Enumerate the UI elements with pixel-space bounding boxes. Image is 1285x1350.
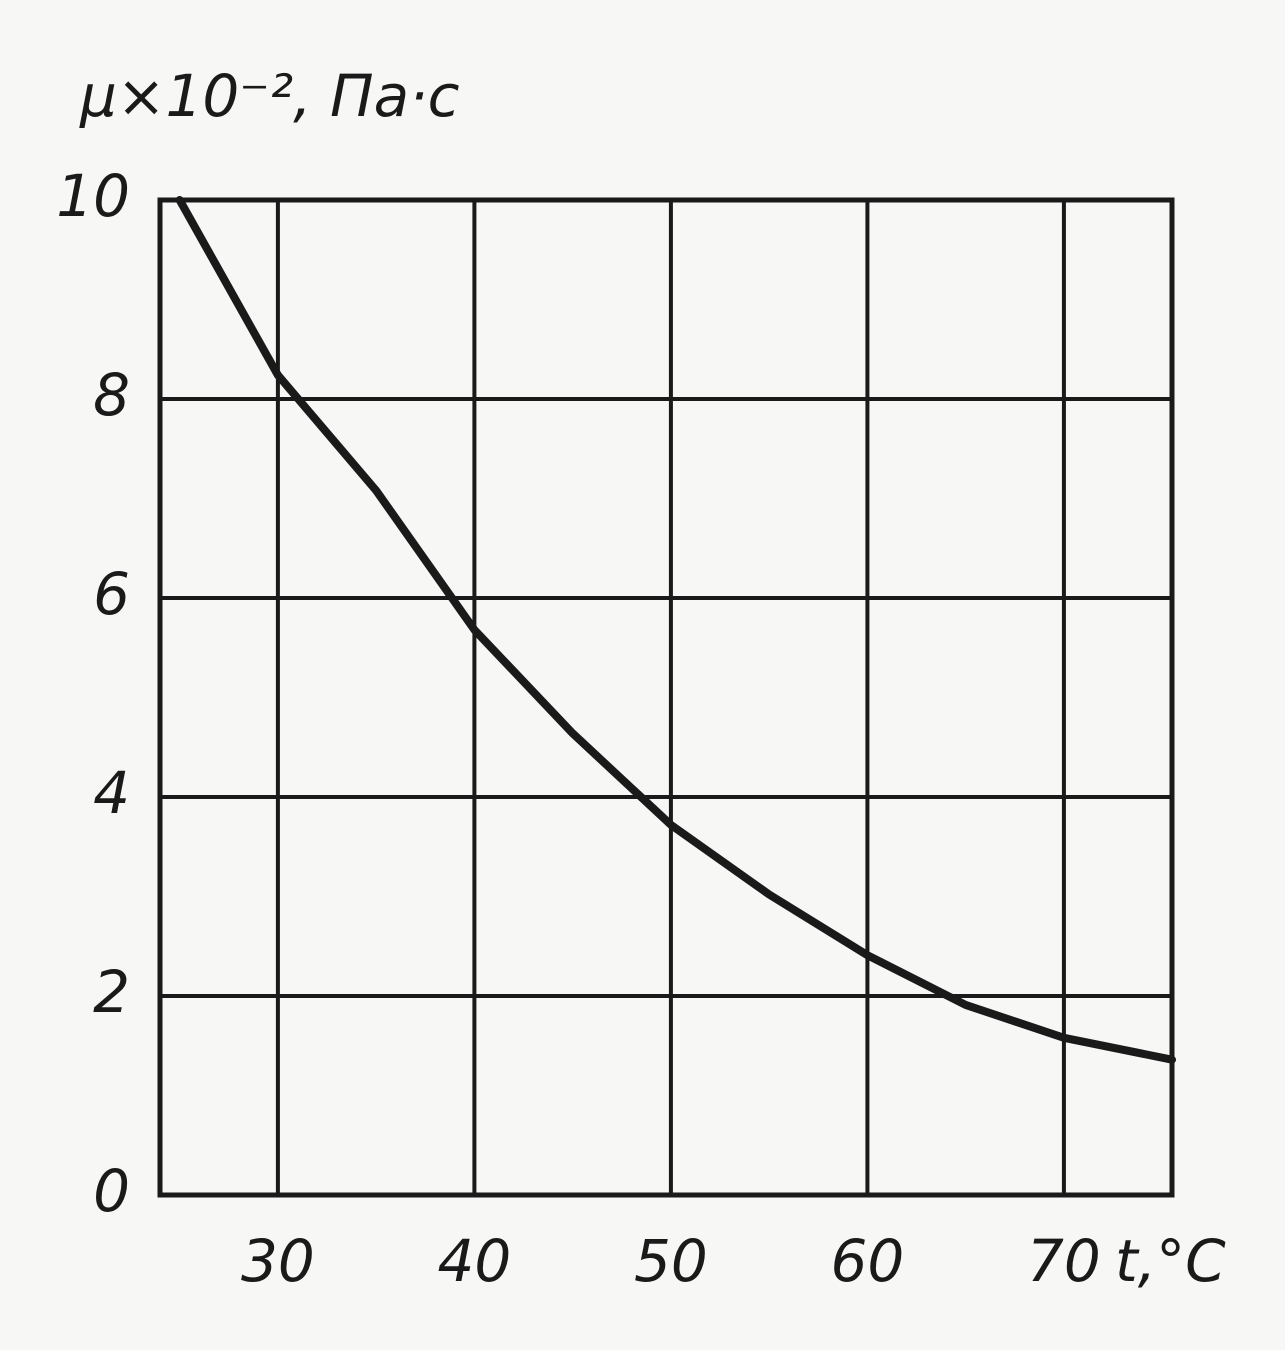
y-tick-label: 0 (93, 1157, 130, 1225)
x-tick-label: 70 (1027, 1227, 1101, 1295)
x-tick-label: 30 (241, 1227, 315, 1295)
x-tick-label: 60 (831, 1227, 905, 1295)
y-tick-label: 6 (93, 560, 130, 628)
plot-frame (157, 197, 1175, 1198)
y-tick-label: 2 (93, 958, 130, 1026)
x-tick-label: 50 (634, 1227, 708, 1295)
y-tick-label: 8 (93, 361, 130, 429)
y-tick-label: 4 (93, 759, 130, 827)
y-tick-label: 10 (56, 162, 130, 230)
x-tick-label: 40 (438, 1227, 512, 1295)
x-axis-label: t,°C (1115, 1227, 1226, 1295)
y-axis-label: μ×10⁻², Па·с (79, 62, 460, 130)
line-series (175, 196, 1176, 1064)
